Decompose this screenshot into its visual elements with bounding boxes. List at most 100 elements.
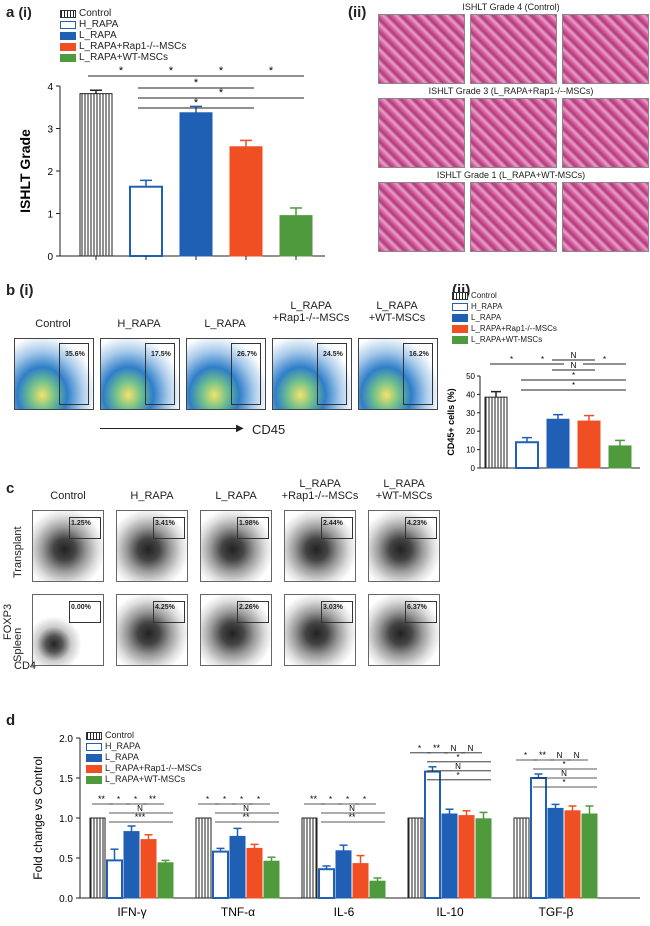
bar bbox=[79, 93, 113, 257]
significance-mark: * bbox=[456, 771, 459, 780]
legend-swatch bbox=[86, 753, 102, 762]
bar bbox=[335, 850, 352, 899]
bar bbox=[229, 146, 263, 257]
significance-mark: * bbox=[240, 795, 243, 804]
flow-gate bbox=[153, 517, 185, 539]
significance-mark: * bbox=[363, 795, 366, 804]
y-tick-label: 2.0 bbox=[59, 734, 73, 745]
legend-swatch bbox=[86, 775, 102, 784]
significance-mark: * bbox=[562, 778, 565, 787]
significance-mark: ** bbox=[348, 812, 356, 822]
legend-swatch bbox=[60, 42, 76, 51]
y-tick-label: 0.5 bbox=[59, 854, 73, 865]
flow-plot: 3.03% bbox=[284, 594, 356, 666]
bar bbox=[179, 112, 213, 257]
significance-mark: ** bbox=[149, 794, 157, 804]
legend-a: Control H_RAPA L_RAPA L_RAPA+Rap1-/--MSCs L_… bbox=[60, 8, 186, 63]
legend-text: L_RAPA+Rap1-/--MSCs bbox=[471, 324, 557, 333]
y-tick-label: 10 bbox=[466, 446, 475, 455]
bar bbox=[530, 777, 547, 899]
bar bbox=[577, 420, 601, 469]
flow-plot: 1.25% bbox=[32, 510, 104, 582]
flow-plot: 24.5% bbox=[272, 338, 352, 410]
cd45-arrow-line bbox=[100, 428, 240, 429]
panel-d-label: d bbox=[6, 712, 16, 729]
significance-mark: * bbox=[603, 355, 606, 364]
significance-mark: N bbox=[349, 804, 355, 813]
significance-mark: N bbox=[557, 751, 563, 760]
legend-item: Control bbox=[60, 8, 186, 19]
histology-image bbox=[470, 98, 557, 168]
flow-gate bbox=[237, 517, 269, 539]
x-category-label: TNF-α bbox=[221, 905, 255, 919]
bar bbox=[407, 817, 424, 899]
y-tick-label: 0 bbox=[47, 252, 53, 263]
flow-gate bbox=[69, 517, 101, 539]
legend-item: L_RAPA+WT-MSCs bbox=[86, 774, 202, 785]
flow-gate bbox=[69, 601, 101, 623]
significance-mark: * bbox=[510, 355, 513, 364]
legend-item: L_RAPA+WT-MSCs bbox=[452, 334, 557, 345]
flow-column-label: L_RAPA bbox=[204, 318, 246, 330]
bar bbox=[123, 831, 140, 899]
legend-text: L_RAPA bbox=[105, 752, 139, 762]
significance-mark: N bbox=[455, 762, 461, 771]
flow-column-label: Control bbox=[50, 490, 86, 502]
significance-mark: * bbox=[541, 355, 544, 364]
flow-column-label: L_RAPA +Rap1-/--MSCs bbox=[272, 300, 350, 324]
flow-row-label: Transplant bbox=[12, 526, 24, 578]
cd45-axis-label: CD45 bbox=[252, 422, 286, 437]
gate-percent: 17.5% bbox=[151, 351, 171, 358]
x-category-label: IL-10 bbox=[436, 905, 464, 919]
bar bbox=[458, 815, 475, 899]
flow-gate bbox=[145, 343, 175, 405]
legend-item: Control bbox=[86, 730, 202, 741]
significance-mark: N bbox=[571, 361, 577, 370]
legend-swatch bbox=[452, 291, 468, 300]
y-axis-label: ISHLT Grade bbox=[17, 129, 33, 213]
flow-column-label: L_RAPA bbox=[215, 490, 257, 502]
histology-image bbox=[378, 182, 465, 252]
y-tick-label: 50 bbox=[466, 372, 475, 381]
legend-item: L_RAPA bbox=[86, 752, 202, 763]
legend-swatch bbox=[452, 313, 468, 322]
flow-plot: 2.44% bbox=[284, 510, 356, 582]
bar bbox=[157, 862, 174, 899]
gate-percent: 35.6% bbox=[65, 351, 85, 358]
legend-text: L_RAPA bbox=[79, 30, 117, 41]
significance-mark: N bbox=[468, 744, 474, 753]
legend-text: L_RAPA+Rap1-/--MSCs bbox=[105, 763, 202, 773]
legend-text: L_RAPA bbox=[471, 313, 502, 322]
significance-mark: * bbox=[346, 795, 349, 804]
histology-title-3: ISHLT Grade 1 (L_RAPA+WT-MSCs) bbox=[436, 170, 586, 180]
legend-swatch bbox=[452, 335, 468, 344]
chart-a-i: 0 1 2 3 4 ISHLT Grade * * * * * * * bbox=[17, 65, 325, 263]
bar bbox=[212, 850, 229, 899]
bar bbox=[352, 863, 369, 899]
significance-mark: * bbox=[206, 795, 209, 804]
panel-b-label: b (i) bbox=[6, 282, 34, 299]
flow-cd45-panel: Control 35.6% H_RAPA 17.5% L_RAPA 26.7% L_RAPA… bbox=[10, 300, 450, 440]
y-axis-label: CD45+ cells (%) bbox=[446, 388, 456, 455]
flow-plot: 2.26% bbox=[200, 594, 272, 666]
significance-mark: * bbox=[219, 65, 224, 77]
significance-mark: * bbox=[418, 744, 421, 753]
flow-plot: 16.2% bbox=[358, 338, 438, 410]
y-tick-label: 1.0 bbox=[59, 814, 73, 825]
significance-mark: *** bbox=[135, 812, 146, 822]
significance-mark: ** bbox=[539, 750, 547, 760]
panel-a-label: a (i) bbox=[6, 4, 32, 21]
legend-text: H_RAPA bbox=[471, 302, 503, 311]
y-tick-label: 4 bbox=[47, 82, 53, 93]
histology-image bbox=[562, 14, 649, 84]
y-tick-label: 30 bbox=[466, 409, 475, 418]
bar bbox=[140, 839, 157, 899]
legend-item: L_RAPA+WT-MSCs bbox=[60, 52, 186, 63]
significance-mark: * bbox=[194, 97, 199, 109]
bar bbox=[608, 445, 632, 469]
significance-mark: N bbox=[137, 804, 143, 813]
gate-percent: 3.03% bbox=[323, 604, 343, 611]
y-tick-label: 40 bbox=[466, 390, 475, 399]
legend-item: L_RAPA bbox=[60, 30, 186, 41]
gate-percent: 26.7% bbox=[237, 351, 257, 358]
